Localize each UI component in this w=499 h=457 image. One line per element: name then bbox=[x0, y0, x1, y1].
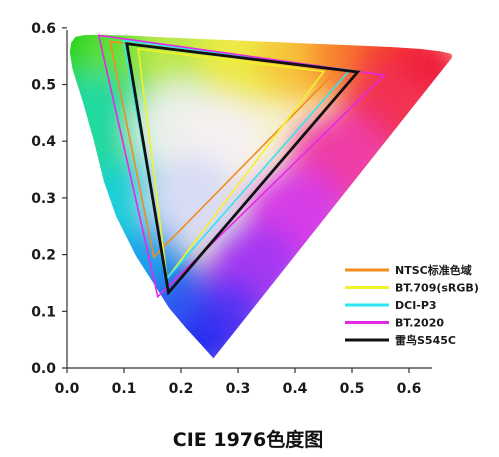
y-tick-label: 0.1 bbox=[31, 304, 56, 320]
x-tick-label: 0.0 bbox=[55, 381, 80, 397]
gamut-triangles bbox=[97, 34, 387, 299]
x-tick-label: 0.6 bbox=[397, 381, 422, 397]
gamut-triangle-5 bbox=[125, 42, 361, 296]
y-tick-label: 0.3 bbox=[31, 191, 56, 207]
x-tick-label: 0.2 bbox=[169, 381, 194, 397]
x-tick-label: 0.1 bbox=[112, 381, 137, 397]
locus-color-blob bbox=[148, 153, 237, 242]
legend-label-3: DCI-P3 bbox=[395, 299, 437, 312]
y-tick-label: 0.5 bbox=[31, 78, 56, 94]
gamut-triangle-4 bbox=[97, 34, 387, 299]
y-tick-label: 0.6 bbox=[31, 21, 56, 37]
legend-label-5: 雷鸟S545C bbox=[395, 333, 456, 347]
y-tick-label: 0.4 bbox=[31, 134, 56, 150]
x-tick-label: 0.3 bbox=[226, 381, 251, 397]
legend-label-1: NTSC标准色域 bbox=[395, 263, 472, 277]
legend: NTSC标准色域 BT.709(sRGB) DCI-P3 BT.2020 雷鸟S545C bbox=[345, 263, 479, 347]
y-tick-label: 0.2 bbox=[31, 248, 56, 264]
axes: 0.0 0.1 0.2 0.3 0.4 0.5 0.6 0.0 0.1 0.2 0.3 0.4 0.5… bbox=[31, 21, 432, 397]
y-tick-label: 0.0 bbox=[31, 361, 56, 377]
x-tick-label: 0.5 bbox=[340, 381, 365, 397]
x-tick-label: 0.4 bbox=[283, 381, 308, 397]
chart-title: CIE 1976色度图 bbox=[173, 428, 324, 451]
gamut-triangle-2 bbox=[137, 48, 326, 281]
legend-label-4: BT.2020 bbox=[395, 317, 444, 330]
legend-label-2: BT.709(sRGB) bbox=[395, 282, 479, 295]
